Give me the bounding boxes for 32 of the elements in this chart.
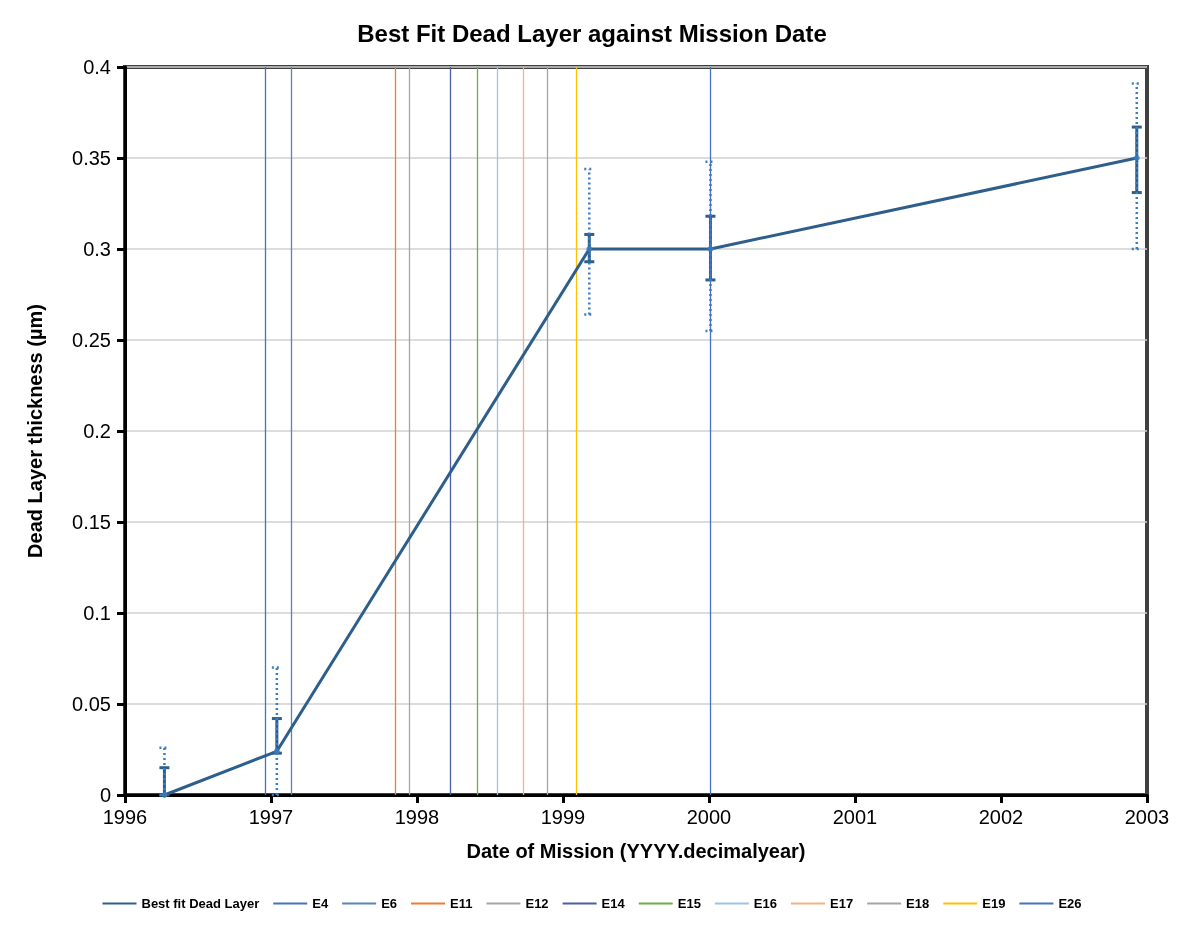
x-tick-label: 1997 [248, 806, 294, 828]
x-tick-label: 2001 [832, 806, 878, 828]
y-tick-label: 0.2 [83, 420, 111, 442]
legend-label: E16 [753, 896, 777, 911]
legend-label: E26 [1058, 896, 1082, 911]
y-tick-label: 0.25 [72, 329, 111, 351]
y-tick-label: 0.35 [72, 147, 111, 169]
legend-label: E12 [525, 896, 549, 911]
legend-label: E11 [450, 896, 473, 911]
legend-label: Best fit Dead Layer [141, 896, 260, 911]
y-tick-label: 0.4 [83, 56, 111, 78]
x-tick-label: 1996 [102, 806, 148, 828]
y-axis-title: Dead Layer thickness (µm) [24, 304, 46, 558]
x-axis-title: Date of Mission (YYYY.decimalyear) [466, 840, 806, 862]
y-tick-label: 0.1 [83, 602, 111, 624]
legend-label: E19 [982, 896, 1006, 911]
legend-label: E15 [677, 896, 701, 911]
legend-label: E4 [312, 896, 329, 911]
y-tick-label: 0 [99, 784, 111, 806]
legend-label: E14 [601, 896, 626, 911]
x-tick-label: 1998 [394, 806, 440, 828]
y-tick-label: 0.15 [72, 511, 111, 533]
legend-label: E6 [381, 896, 398, 911]
y-tick-label: 0.3 [83, 238, 111, 260]
x-tick-label: 2000 [686, 806, 732, 828]
x-tick-label: 2002 [978, 806, 1024, 828]
legend-label: E17 [829, 896, 854, 911]
x-tick-label: 1999 [540, 806, 586, 828]
chart-title: Best Fit Dead Layer against Mission Date [357, 19, 827, 47]
y-tick-label: 0.05 [72, 693, 111, 715]
legend-label: E18 [906, 896, 930, 911]
x-tick-label: 2003 [1124, 806, 1170, 828]
